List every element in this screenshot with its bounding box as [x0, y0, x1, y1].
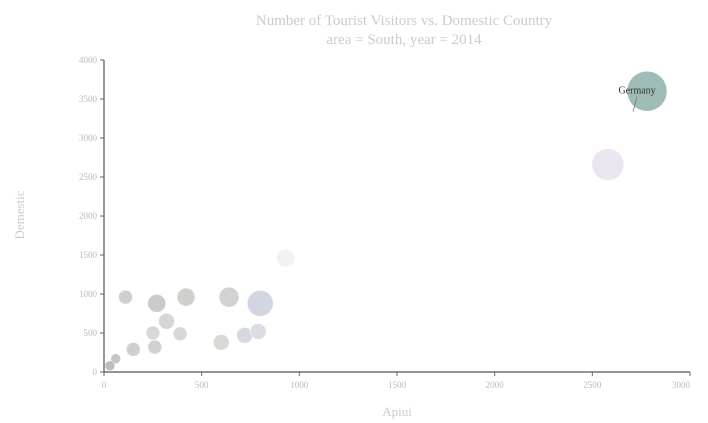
bubble-point: [176, 287, 196, 307]
x-tick-label: 0: [102, 380, 107, 390]
bubble-point: [247, 290, 274, 317]
bubble-point: [236, 327, 253, 344]
chart-title: Number of Tourist Visitors vs. Domestic …: [256, 13, 553, 29]
x-ticks: 0 500 1000 1500 2000 2500 3000: [102, 372, 691, 390]
bubble-point: [172, 326, 188, 342]
bubbles-layer: [104, 70, 668, 372]
y-axis-label: Demestic: [12, 190, 27, 239]
bubble-point: [626, 70, 668, 112]
bubble-point: [158, 313, 175, 330]
y-tick-label: 2500: [79, 172, 98, 182]
annotation-germany: Germany: [618, 86, 655, 97]
bubble-point: [212, 334, 230, 351]
x-tick-label: 2000: [486, 380, 505, 390]
bubble-point: [276, 248, 295, 268]
chart-subtitle: area = South, year = 2014: [326, 32, 482, 48]
x-tick-label: 1000: [290, 380, 309, 390]
x-axis-label: Apiui: [382, 404, 412, 419]
bubble-point: [110, 353, 121, 364]
y-tick-label: 4000: [79, 55, 98, 65]
y-tick-label: 3500: [79, 94, 98, 104]
bubble-point: [104, 360, 116, 372]
y-tick-label: 1000: [79, 289, 98, 299]
y-tick-label: 3000: [79, 133, 98, 143]
y-tick-label: 2000: [79, 211, 98, 221]
bubble-point: [145, 325, 161, 341]
bubble-point: [591, 148, 625, 181]
bubble-point: [147, 339, 163, 355]
y-tick-label: 500: [84, 328, 98, 338]
bubble-point: [250, 323, 267, 340]
y-ticks: 0 500 1000 1500 2000 2500 3000 3500 4000: [79, 55, 104, 377]
x-tick-label: 1500: [388, 380, 407, 390]
bubble-point: [118, 289, 133, 305]
y-tick-label: 1500: [79, 250, 98, 260]
x-tick-label: 3000: [672, 380, 691, 390]
x-tick-label: 2500: [583, 380, 602, 390]
y-tick-label: 0: [93, 367, 98, 377]
bubble-point: [218, 286, 240, 308]
annotation-leader-line: [632, 96, 638, 112]
bubble-point: [147, 294, 166, 313]
x-tick-label: 500: [195, 380, 209, 390]
bubble-point: [126, 342, 141, 357]
